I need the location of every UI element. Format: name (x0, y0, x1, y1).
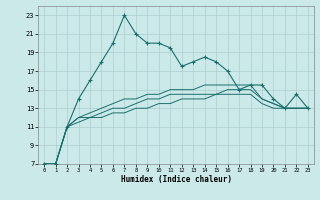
X-axis label: Humidex (Indice chaleur): Humidex (Indice chaleur) (121, 175, 231, 184)
